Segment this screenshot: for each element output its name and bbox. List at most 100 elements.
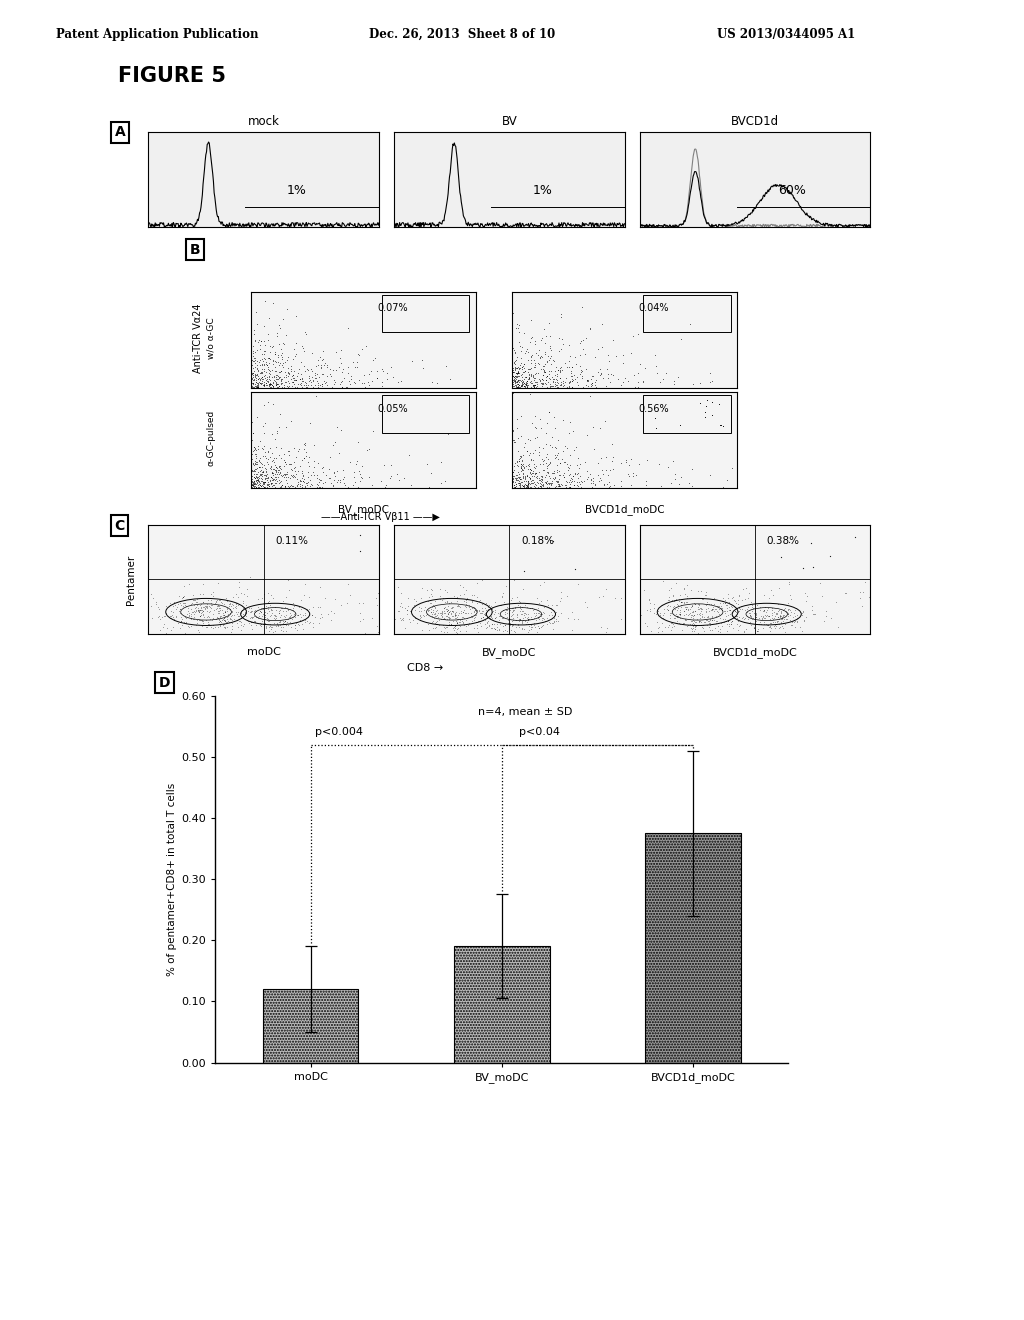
Point (594, 478, 610, 499)
Point (673, 594, 689, 615)
Point (518, 372, 535, 393)
Point (547, 374, 563, 395)
Point (645, 602, 662, 623)
Point (172, 598, 188, 619)
Point (163, 619, 179, 640)
Point (312, 470, 329, 491)
Point (253, 471, 269, 492)
Point (292, 603, 308, 624)
Point (288, 333, 304, 354)
Point (348, 356, 365, 378)
Point (206, 599, 222, 620)
Point (442, 603, 459, 624)
Point (453, 585, 469, 606)
Point (456, 599, 472, 620)
Point (656, 616, 673, 638)
Point (700, 612, 717, 634)
Point (421, 620, 437, 642)
Point (504, 467, 520, 488)
Point (531, 618, 548, 639)
Point (286, 466, 302, 487)
Point (427, 616, 443, 638)
Point (631, 454, 647, 475)
Point (507, 356, 523, 378)
Point (527, 352, 544, 374)
Point (253, 374, 269, 395)
Point (499, 599, 515, 620)
Point (250, 368, 266, 389)
Point (515, 475, 531, 496)
Point (601, 378, 617, 399)
Point (548, 368, 564, 389)
Point (427, 611, 443, 632)
Point (191, 599, 208, 620)
Point (537, 449, 553, 470)
Point (698, 610, 715, 631)
Point (446, 615, 463, 636)
Point (615, 352, 632, 374)
Point (513, 478, 529, 499)
Point (244, 458, 260, 479)
Point (539, 444, 555, 465)
Point (579, 461, 595, 482)
Point (269, 368, 286, 389)
Point (545, 376, 561, 397)
Point (508, 375, 524, 396)
Point (439, 605, 456, 626)
Point (492, 612, 508, 634)
Point (256, 358, 272, 379)
Point (199, 606, 215, 627)
Point (439, 581, 456, 602)
Point (274, 376, 291, 397)
Point (514, 603, 530, 624)
Point (286, 603, 302, 624)
Point (401, 611, 418, 632)
Point (540, 372, 556, 393)
Point (187, 614, 204, 635)
Point (249, 376, 265, 397)
Point (678, 597, 694, 618)
Point (663, 603, 679, 624)
Point (210, 603, 226, 624)
Point (512, 453, 528, 474)
Point (159, 618, 175, 639)
Point (557, 352, 573, 374)
Point (216, 610, 232, 631)
Point (756, 611, 772, 632)
Point (268, 421, 285, 442)
Point (672, 607, 688, 628)
Point (666, 590, 682, 611)
Point (516, 477, 532, 498)
Point (806, 603, 822, 624)
Point (513, 366, 529, 387)
Point (260, 323, 276, 345)
Point (165, 616, 181, 638)
Point (296, 375, 312, 396)
Point (332, 470, 348, 491)
Point (705, 371, 721, 392)
Point (514, 376, 530, 397)
Point (583, 318, 599, 339)
Point (723, 614, 739, 635)
Point (612, 609, 629, 630)
Point (240, 610, 256, 631)
Point (446, 607, 463, 628)
Point (519, 441, 536, 462)
Point (578, 375, 594, 396)
Point (509, 450, 525, 471)
Point (544, 462, 560, 483)
Point (550, 605, 566, 626)
Point (221, 609, 238, 630)
Point (322, 446, 338, 467)
Point (294, 467, 310, 488)
Point (504, 473, 520, 494)
Point (566, 346, 583, 367)
Point (304, 478, 321, 499)
Point (696, 407, 713, 428)
Point (512, 475, 528, 496)
Point (539, 366, 555, 387)
Point (454, 607, 470, 628)
Point (512, 475, 528, 496)
Point (595, 586, 611, 607)
Point (505, 366, 521, 387)
